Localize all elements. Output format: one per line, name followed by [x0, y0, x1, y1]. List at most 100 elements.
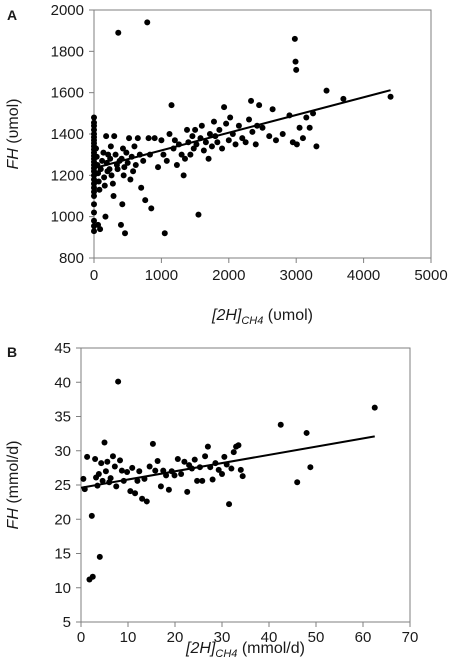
data-point	[204, 443, 211, 450]
data-point	[84, 453, 91, 460]
data-point	[145, 135, 152, 142]
data-point	[111, 463, 118, 470]
x-tick-label: 1000	[145, 267, 178, 284]
data-point	[187, 151, 194, 158]
data-point	[237, 466, 244, 473]
data-point	[101, 439, 108, 446]
data-point	[202, 139, 209, 146]
plot-frame	[80, 347, 411, 623]
x-axis-title-subscript: CH4	[241, 315, 263, 327]
data-point	[132, 490, 139, 497]
data-point	[103, 133, 110, 140]
data-point	[387, 93, 394, 100]
x-axis-title-unit: (mmol/d)	[237, 640, 305, 657]
data-point	[242, 139, 249, 146]
y-tick-label: 45	[54, 340, 71, 357]
data-point	[225, 137, 232, 144]
data-point	[91, 184, 97, 191]
data-point	[180, 172, 187, 179]
data-point	[208, 143, 215, 150]
data-point	[124, 468, 131, 475]
y-tick-label: 1400	[51, 126, 84, 143]
x-tick-label: 5000	[414, 267, 447, 284]
data-point	[206, 131, 213, 137]
data-point	[340, 95, 347, 102]
data-point	[134, 477, 141, 484]
data-point	[249, 128, 256, 135]
data-point	[92, 455, 99, 462]
data-point	[293, 66, 300, 73]
data-point	[91, 201, 97, 208]
y-tick-label: 30	[54, 443, 71, 460]
data-point	[296, 124, 303, 131]
data-point	[132, 162, 139, 168]
data-point	[215, 466, 222, 473]
data-point	[93, 153, 100, 160]
data-point	[230, 449, 237, 456]
data-point	[239, 135, 246, 142]
data-point	[142, 197, 149, 204]
data-point	[232, 141, 239, 148]
data-point	[114, 166, 121, 173]
data-point	[115, 29, 122, 36]
y-axis-title: FH (mmol/d)	[5, 441, 22, 530]
data-point	[199, 477, 206, 484]
data-point	[104, 458, 111, 465]
data-point	[130, 168, 137, 175]
data-point	[146, 463, 153, 470]
data-point	[101, 182, 108, 189]
data-point	[101, 174, 108, 181]
y-tick-label: 1800	[51, 43, 84, 60]
x-tick-label: 20	[167, 629, 184, 646]
data-point	[171, 137, 178, 144]
data-point	[219, 471, 225, 478]
data-point	[158, 137, 165, 144]
data-point	[189, 133, 196, 140]
data-point	[209, 476, 216, 483]
data-point	[140, 157, 147, 164]
data-point	[293, 141, 300, 148]
plot-frame	[93, 9, 432, 259]
data-point	[109, 180, 116, 187]
data-point	[173, 162, 180, 168]
data-point	[228, 465, 235, 472]
data-point	[205, 155, 212, 162]
y-tick-label: 10	[54, 580, 71, 597]
data-point	[163, 157, 170, 164]
data-point	[131, 143, 138, 150]
data-point	[171, 472, 178, 479]
data-point	[272, 137, 279, 144]
x-axis-title-main: [2H]	[185, 640, 216, 657]
data-point	[102, 468, 109, 475]
data-point	[184, 488, 191, 495]
data-point	[99, 477, 106, 484]
data-point	[294, 479, 301, 486]
data-point	[195, 211, 202, 218]
data-point	[192, 126, 199, 133]
data-point	[226, 501, 233, 508]
trend-line	[93, 89, 391, 170]
data-point	[210, 118, 217, 125]
data-point	[124, 159, 131, 166]
y-tick-label: 1200	[51, 167, 84, 184]
data-point	[303, 114, 310, 121]
data-point	[178, 151, 185, 158]
trend-line	[80, 435, 375, 489]
y-tick-label: 800	[59, 250, 84, 267]
data-point	[127, 488, 134, 495]
data-point	[191, 456, 198, 463]
data-point	[91, 122, 97, 129]
y-tick-label: 5	[63, 614, 71, 631]
data-point	[115, 378, 122, 385]
data-point	[160, 151, 167, 158]
data-point	[184, 126, 191, 133]
data-point	[95, 471, 102, 478]
data-point	[100, 149, 107, 156]
data-point	[117, 457, 124, 464]
x-tick-label: 3000	[280, 267, 313, 284]
data-point	[154, 458, 161, 465]
y-tick-label: 40	[54, 374, 71, 391]
x-tick-label: 2000	[212, 267, 245, 284]
y-axis-title-unit: (υmol)	[5, 99, 22, 149]
data-point	[266, 133, 273, 140]
